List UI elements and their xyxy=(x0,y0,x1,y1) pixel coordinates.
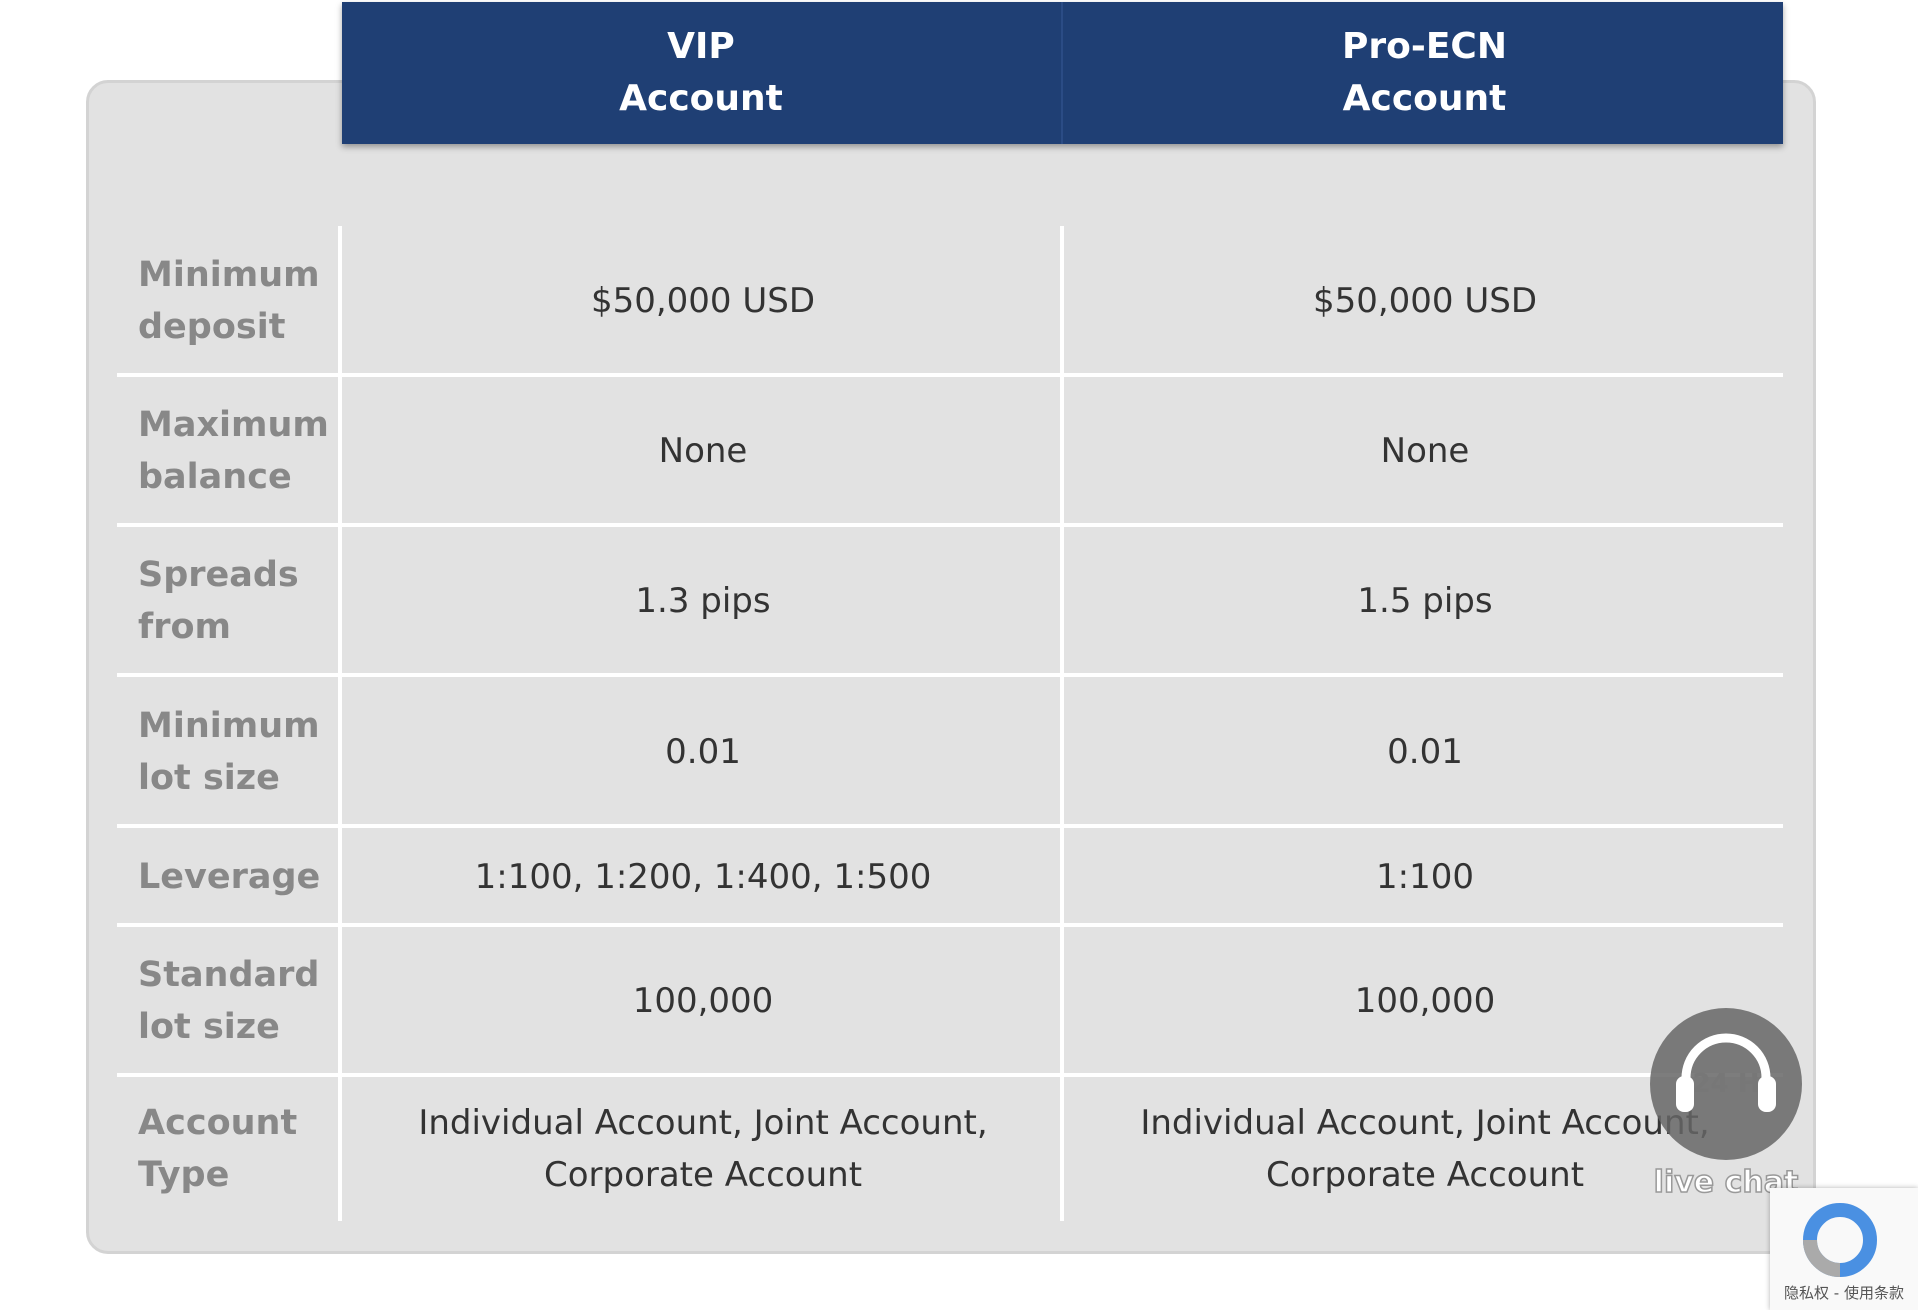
column-header: VIP Account xyxy=(340,2,1062,144)
table-header: VIP Account Pro-ECN Account xyxy=(342,2,1783,144)
column-separator xyxy=(1060,226,1064,1221)
cell-text: 100,000 xyxy=(1354,981,1496,1021)
cell: 1.3 pips xyxy=(344,526,1062,676)
column-separator xyxy=(338,226,342,1221)
cell-text: 0.01 xyxy=(665,731,741,772)
row-label-text: Leverage xyxy=(138,856,321,897)
cell-text: 1:100, 1:200, 1:400, 1:500 xyxy=(474,856,932,897)
row-separator xyxy=(117,373,1783,377)
cell-text: None xyxy=(658,431,748,471)
cell-text: 1:100 xyxy=(1376,856,1474,897)
cell: Individual Account, Joint Account, Corpo… xyxy=(344,1076,1062,1221)
cell: 0.01 xyxy=(344,676,1062,827)
cell-text: 0.01 xyxy=(1387,731,1463,772)
row-label: Spreads from xyxy=(117,526,340,676)
row-label-text: Standard lot size xyxy=(138,955,320,1047)
cell-text: Individual Account, Joint Account, Corpo… xyxy=(1140,1102,1710,1195)
header-divider xyxy=(1061,2,1063,144)
live-chat-icon: 24 H live chat xyxy=(1650,1008,1802,1201)
column-header-text: Pro-ECN Account xyxy=(1342,26,1507,119)
row-label-text: Minimum lot size xyxy=(138,705,320,798)
recaptcha[interactable]: 隐私权 - 使用条款 xyxy=(1770,1188,1918,1310)
row-label: Leverage xyxy=(117,827,340,926)
live-chat[interactable]: 24 H live chat xyxy=(1648,1006,1803,1201)
cell-text: Individual Account, Joint Account, Corpo… xyxy=(418,1102,988,1195)
column-header-text: VIP Account xyxy=(619,26,783,119)
cell-text: None xyxy=(1380,431,1470,471)
cell: $50,000 USD xyxy=(344,226,1062,376)
cell: $50,000 USD xyxy=(1066,226,1784,376)
cell-text: 100,000 xyxy=(632,981,774,1021)
row-label-text: Spreads from xyxy=(138,555,299,647)
column-header: Pro-ECN Account xyxy=(1064,2,1785,144)
cell: Individual Account, Joint Account, Corpo… xyxy=(1066,1076,1784,1221)
cell-text: $50,000 USD xyxy=(590,281,816,321)
cell-text: 1.5 pips xyxy=(1357,581,1493,621)
row-separator xyxy=(117,523,1783,527)
table-panel xyxy=(86,80,1816,1254)
cell: None xyxy=(1066,376,1784,526)
row-separator xyxy=(117,1073,1783,1077)
row-separator xyxy=(117,824,1783,828)
cell: 0.01 xyxy=(1066,676,1784,827)
row-separator xyxy=(117,673,1783,677)
cell: 1:100 xyxy=(1066,827,1784,926)
row-label: Minimum lot size xyxy=(117,676,340,827)
row-label-text: Account Type xyxy=(138,1102,298,1195)
cell: 1.5 pips xyxy=(1066,526,1784,676)
recaptcha-links[interactable]: 隐私权 - 使用条款 xyxy=(1784,1284,1904,1302)
cell: 100,000 xyxy=(1066,926,1784,1076)
cell: None xyxy=(344,376,1062,526)
cell: 100,000 xyxy=(344,926,1062,1076)
cell-text: 1.3 pips xyxy=(635,581,771,621)
row-separator xyxy=(117,923,1783,927)
row-label: Standard lot size xyxy=(117,926,340,1076)
live-chat-badge: 24 H xyxy=(1693,1069,1760,1099)
cell: 1:100, 1:200, 1:400, 1:500 xyxy=(344,827,1062,926)
cell-text: $50,000 USD xyxy=(1312,281,1538,321)
row-label-text: Maximum balance xyxy=(138,405,329,497)
row-label-text: Minimum deposit xyxy=(138,255,320,347)
row-label: Maximum balance xyxy=(117,376,340,526)
recaptcha-logo xyxy=(1803,1203,1877,1277)
row-label: Account Type xyxy=(117,1076,340,1221)
row-label: Minimum deposit xyxy=(117,226,340,376)
